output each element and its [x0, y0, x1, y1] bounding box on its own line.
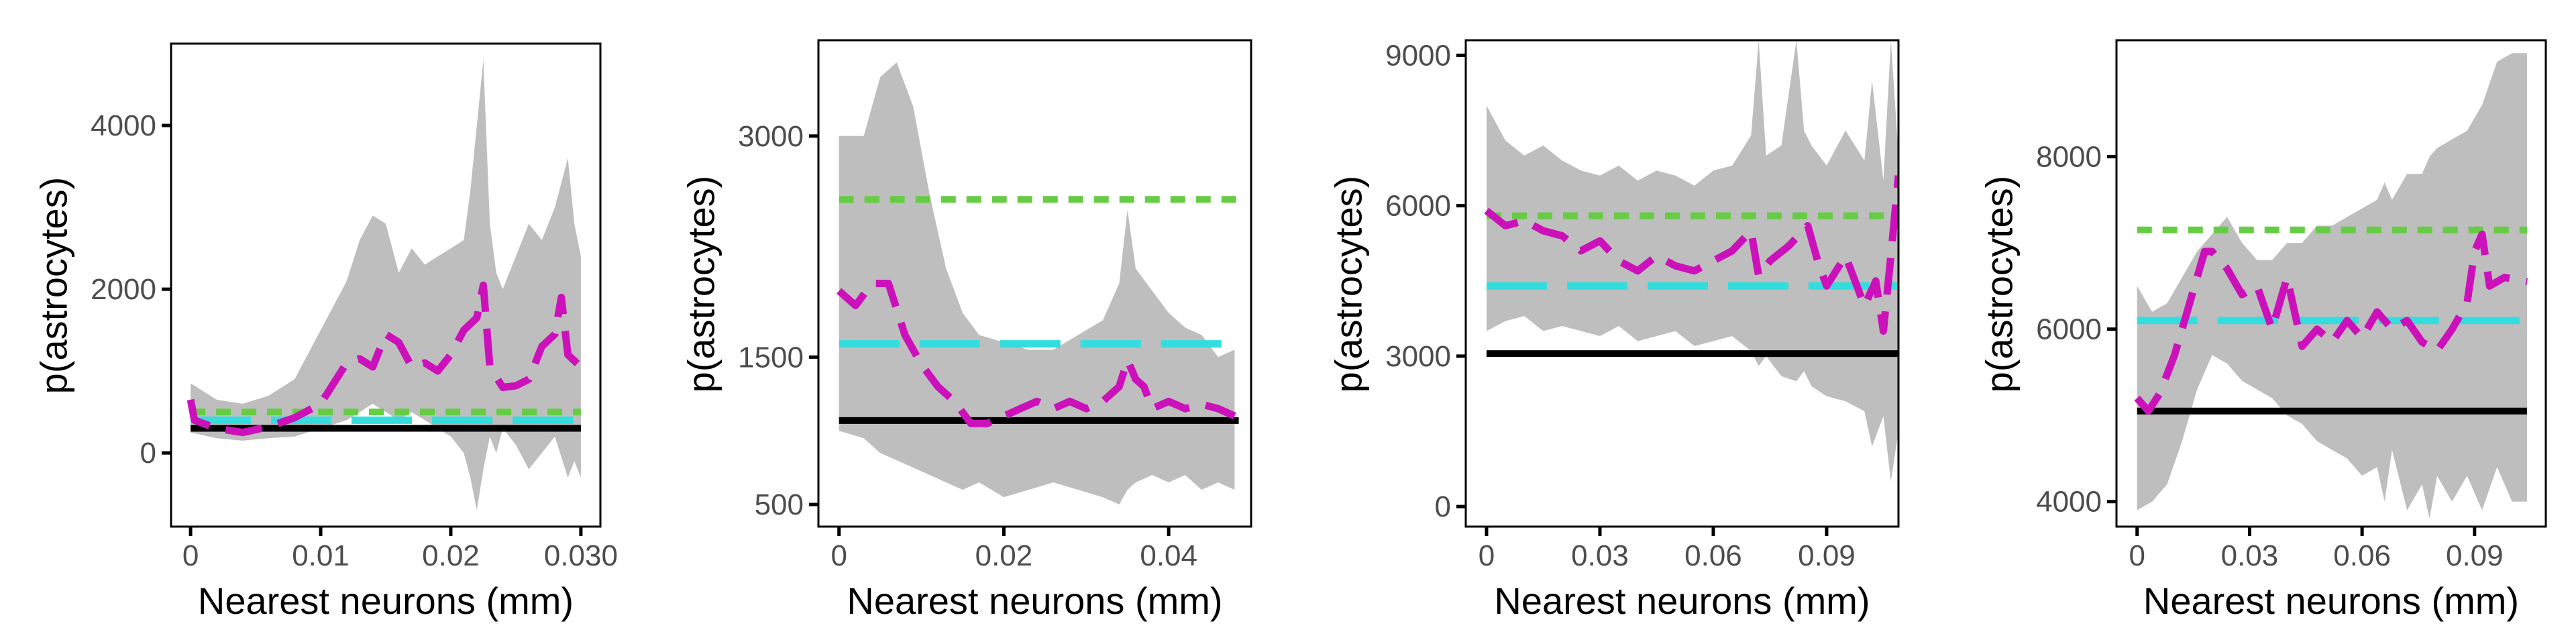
x-tick-label: 0.04 [1140, 539, 1197, 572]
y-tick-label: 1500 [738, 341, 804, 374]
plot-frame [1464, 39, 1900, 528]
plot-area [2134, 53, 2528, 519]
plot-frame [817, 39, 1252, 528]
confidence-band [839, 62, 1235, 504]
magenta-series-line [186, 281, 584, 437]
y-tick-label: 500 [755, 488, 804, 521]
plot-area [186, 60, 584, 511]
x-tick-label: 0.06 [2333, 539, 2391, 572]
confidence-band [1487, 40, 1898, 482]
x-tick-label: 0 [830, 539, 847, 572]
x-tick-label: 0 [2129, 539, 2145, 572]
magenta-series-line [2134, 230, 2528, 415]
confidence-band [191, 60, 581, 511]
x-axis-label: Nearest neurons (mm) [847, 580, 1223, 622]
y-tick-label: 0 [1435, 490, 1451, 523]
x-tick-label: 0.02 [975, 539, 1033, 572]
plot-frame [170, 42, 602, 528]
plot-area [1484, 40, 1898, 482]
y-tick-label: 4000 [91, 109, 156, 142]
y-tick-label: 8000 [2036, 141, 2102, 174]
y-tick-label: 3000 [738, 120, 804, 153]
y-tick-label: 6000 [2036, 313, 2102, 346]
x-tick-label: 0.09 [1798, 539, 1856, 572]
x-tick-label: 0.02 [422, 539, 480, 572]
x-axis-label: Nearest neurons (mm) [197, 580, 574, 622]
y-tick-label: 9000 [1385, 39, 1451, 72]
y-tick-label: 4000 [2036, 486, 2102, 519]
x-tick-label: 0 [1479, 539, 1495, 572]
magenta-series-line [1484, 175, 1898, 335]
y-tick-label: 6000 [1385, 190, 1451, 223]
x-axis-label: Nearest neurons (mm) [2143, 580, 2520, 622]
y-tick-label: 2000 [91, 273, 156, 306]
x-tick-label: 0.030 [544, 539, 618, 572]
plot-frame [2115, 39, 2547, 528]
plot-area [837, 62, 1239, 504]
x-tick-label: 0.09 [2446, 539, 2504, 572]
x-tick-label: 0.06 [1684, 539, 1742, 572]
x-axis-label: Nearest neurons (mm) [1494, 580, 1870, 622]
confidence-band [2137, 53, 2528, 519]
y-tick-label: 0 [140, 437, 156, 470]
x-tick-label: 0.03 [1571, 539, 1629, 572]
y-tick-label: 3000 [1385, 340, 1451, 373]
x-tick-label: 0.03 [2221, 539, 2279, 572]
x-tick-label: 0.01 [292, 539, 350, 572]
x-tick-label: 0 [182, 539, 199, 572]
magenta-series-line [837, 280, 1236, 427]
